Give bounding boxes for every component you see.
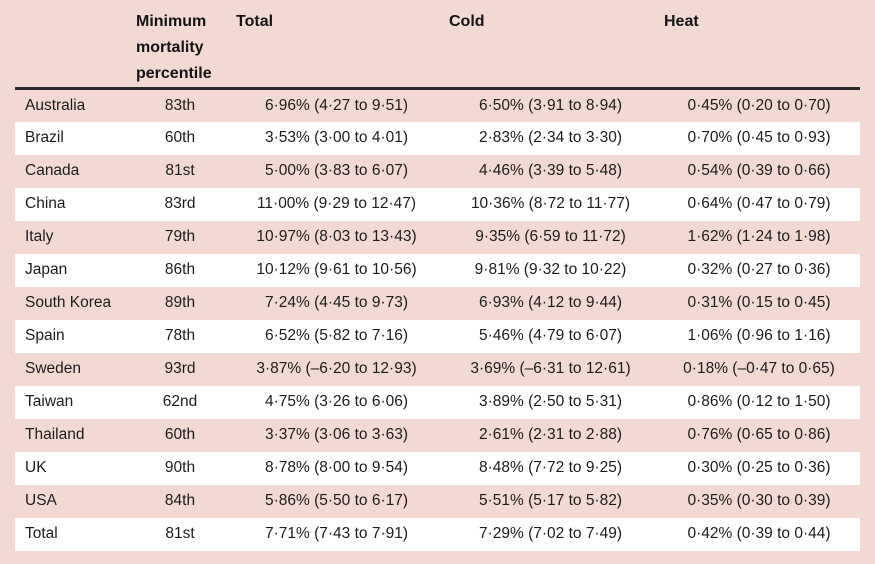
header-cold: Cold xyxy=(443,0,658,90)
value-cell: 86th xyxy=(164,261,196,278)
table-row: Taiwan 62nd 4·75% (3·26 to 6·06) 3·89% (2·5… xyxy=(15,385,860,419)
value-cell: 5·46% (4·79 to 6·07) xyxy=(478,327,623,344)
value-cell: 0·18% (–0·47 to 0·65) xyxy=(683,360,835,377)
value-cell: 2·61% (2·31 to 2·88) xyxy=(478,426,623,443)
value-cell: 6·52% (5·82 to 7·16) xyxy=(264,327,409,344)
value-cell: 0·31% (0·15 to 0·45) xyxy=(687,294,831,311)
value-cell: 1·62% (1·24 to 1·98) xyxy=(687,228,831,245)
country-cell: Italy xyxy=(25,228,54,245)
value-cell: 3·69% (–6·31 to 12·61) xyxy=(470,360,631,377)
value-cell: 10·97% (8·03 to 13·43) xyxy=(256,228,417,245)
value-cell: 0·76% (0·65 to 0·86) xyxy=(687,426,831,443)
value-cell: 0·54% (0·39 to 0·66) xyxy=(687,162,831,179)
value-cell: 0·42% (0·39 to 0·44) xyxy=(687,525,831,542)
country-cell: Taiwan xyxy=(25,393,74,410)
value-cell: 7·24% (4·45 to 9·73) xyxy=(264,294,409,311)
mortality-table: Minimum mortality percentile Total Cold … xyxy=(15,0,860,551)
value-cell: 4·75% (3·26 to 6·06) xyxy=(264,393,409,410)
table-row: Japan 86th 10·12% (9·61 to 10·56) 9·81% (9·… xyxy=(15,253,860,287)
header-total: Total xyxy=(230,0,443,90)
value-cell: 10·12% (9·61 to 10·56) xyxy=(256,261,417,278)
country-cell: Total xyxy=(25,525,58,542)
value-cell: 4·46% (3·39 to 5·48) xyxy=(478,162,623,179)
value-cell: 5·51% (5·17 to 5·82) xyxy=(478,492,623,509)
value-cell: 9·81% (9·32 to 10·22) xyxy=(474,261,627,278)
value-cell: 0·86% (0·12 to 1·50) xyxy=(687,393,831,410)
value-cell: 90th xyxy=(164,459,196,476)
table-body: Australia 83th 6·96% (4·27 to 9·51) 6·50% (… xyxy=(15,89,860,551)
value-cell: 83rd xyxy=(164,195,196,212)
value-cell: 5·00% (3·83 to 6·07) xyxy=(264,162,409,179)
country-cell: Australia xyxy=(25,96,86,114)
value-cell: 6·50% (3·91 to 8·94) xyxy=(478,96,623,114)
value-cell: 3·53% (3·00 to 4·01) xyxy=(264,129,409,146)
value-cell: 6·93% (4·12 to 9·44) xyxy=(478,294,623,311)
value-cell: 0·35% (0·30 to 0·39) xyxy=(687,492,831,509)
value-cell: 11·00% (9·29 to 12·47) xyxy=(256,195,417,212)
value-cell: 8·78% (8·00 to 9·54) xyxy=(264,459,409,476)
country-cell: UK xyxy=(25,459,47,476)
table-row: Italy 79th 10·97% (8·03 to 13·43) 9·35% (6·… xyxy=(15,221,860,254)
value-cell: 0·70% (0·45 to 0·93) xyxy=(687,129,831,146)
value-cell: 60th xyxy=(164,426,196,443)
table-row: China 83rd 11·00% (9·29 to 12·47) 10·36% (8… xyxy=(15,187,860,221)
table-row: USA 84th 5·86% (5·50 to 6·17) 5·51% (5·17 t… xyxy=(15,485,860,518)
header-heat: Heat xyxy=(658,0,860,90)
value-cell: 89th xyxy=(164,294,196,311)
value-cell: 6·96% (4·27 to 9·51) xyxy=(264,96,409,114)
value-cell: 3·89% (2·50 to 5·31) xyxy=(478,393,623,410)
table-row: South Korea 89th 7·24% (4·45 to 9·73) 6·93%… xyxy=(15,287,860,320)
value-cell: 81st xyxy=(165,162,195,179)
country-cell: China xyxy=(25,195,66,212)
value-cell: 3·87% (–6·20 to 12·93) xyxy=(256,360,417,377)
value-cell: 78th xyxy=(164,327,196,344)
value-cell: 3·37% (3·06 to 3·63) xyxy=(264,426,409,443)
value-cell: 84th xyxy=(164,492,196,509)
header-row: Minimum mortality percentile Total Cold … xyxy=(15,0,860,90)
value-cell: 9·35% (6·59 to 11·72) xyxy=(475,228,626,245)
country-cell: Japan xyxy=(25,261,68,278)
table-row: Canada 81st 5·00% (3·83 to 6·07) 4·46% (3·3… xyxy=(15,155,860,188)
value-cell: 1·06% (0·96 to 1·16) xyxy=(687,327,831,344)
country-cell: Brazil xyxy=(25,129,64,146)
header-country xyxy=(15,0,130,90)
value-cell: 0·32% (0·27 to 0·36) xyxy=(687,261,831,278)
country-cell: South Korea xyxy=(25,294,112,311)
table-row: Spain 78th 6·52% (5·82 to 7·16) 5·46% (4·79… xyxy=(15,319,860,353)
table-header: Minimum mortality percentile Total Cold … xyxy=(15,0,860,90)
value-cell: 81st xyxy=(165,525,195,542)
value-cell: 62nd xyxy=(162,393,198,410)
table-row: Australia 83th 6·96% (4·27 to 9·51) 6·50% (… xyxy=(15,89,860,122)
value-cell: 2·83% (2·34 to 3·30) xyxy=(478,129,623,146)
table-row: Thailand 60th 3·37% (3·06 to 3·63) 2·61% (2… xyxy=(15,419,860,452)
value-cell: 7·71% (7·43 to 7·91) xyxy=(264,525,409,542)
table-row: Brazil 60th 3·53% (3·00 to 4·01) 2·83% (2·3… xyxy=(15,121,860,155)
country-cell: Thailand xyxy=(25,426,85,443)
table-row: Total 81st 7·71% (7·43 to 7·91) 7·29% (7·02… xyxy=(15,517,860,551)
country-cell: Canada xyxy=(25,162,80,179)
value-cell: 5·86% (5·50 to 6·17) xyxy=(264,492,409,509)
header-minimum-mortality-percentile: Minimum mortality percentile xyxy=(130,0,230,90)
value-cell: 0·45% (0·20 to 0·70) xyxy=(687,96,831,114)
value-cell: 83th xyxy=(164,96,196,114)
country-cell: USA xyxy=(25,492,57,509)
value-cell: 7·29% (7·02 to 7·49) xyxy=(478,525,623,542)
table-row: Sweden 93rd 3·87% (–6·20 to 12·93) 3·69% (–… xyxy=(15,353,860,386)
value-cell: 0·30% (0·25 to 0·36) xyxy=(687,459,831,476)
country-cell: Sweden xyxy=(25,360,82,377)
table-row: UK 90th 8·78% (8·00 to 9·54) 8·48% (7·72 to… xyxy=(15,451,860,485)
value-cell: 8·48% (7·72 to 9·25) xyxy=(478,459,623,476)
value-cell: 93rd xyxy=(164,360,196,377)
value-cell: 60th xyxy=(164,129,196,146)
value-cell: 79th xyxy=(164,228,196,245)
value-cell: 10·36% (8·72 to 11·77) xyxy=(470,195,631,212)
country-cell: Spain xyxy=(25,327,65,344)
value-cell: 0·64% (0·47 to 0·79) xyxy=(687,195,831,212)
